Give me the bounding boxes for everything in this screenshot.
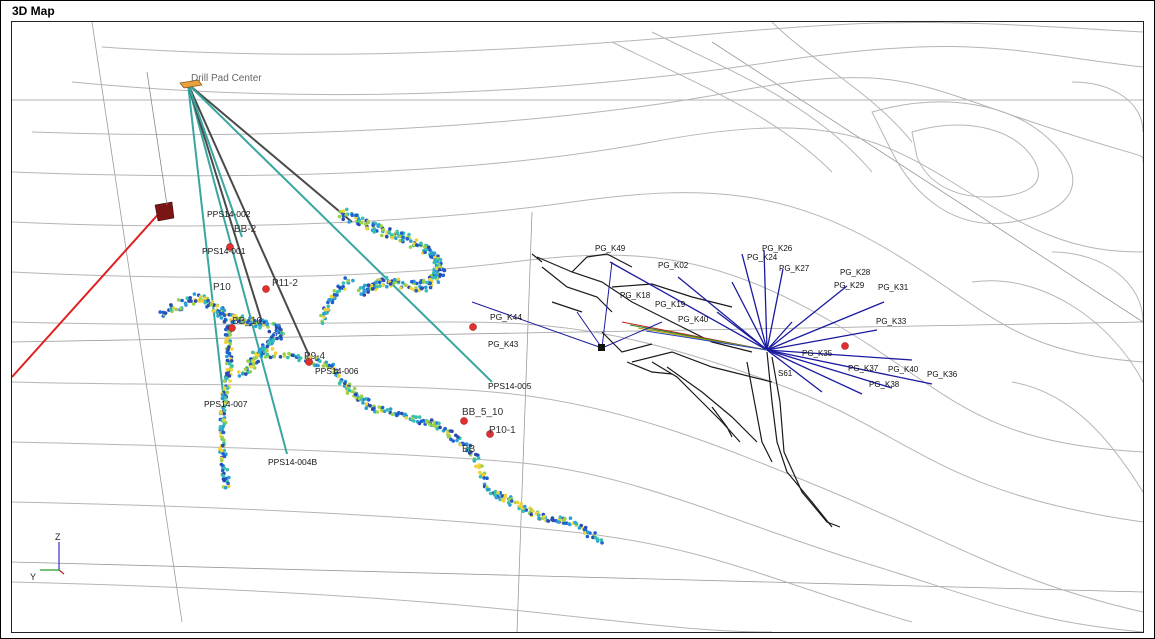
label-bb-5-10: BB_5_10 bbox=[462, 407, 504, 418]
pg-labels: PG_K49 PG_K02 PG_K18 PG_K19 PG_K26 PG_K2… bbox=[488, 244, 958, 389]
label-pg-k18: PG_K18 bbox=[620, 291, 651, 300]
label-bb: BB bbox=[462, 444, 476, 455]
label-pg-k26: PG_K26 bbox=[762, 244, 793, 253]
drill-pad-marker[interactable]: Drill Pad Center bbox=[179, 73, 262, 89]
event-points bbox=[158, 207, 604, 545]
contour-lines bbox=[12, 22, 1143, 632]
label-pg-k40b: PG_K40 bbox=[678, 315, 709, 324]
label-s61: S61 bbox=[778, 369, 793, 378]
label-pps14-004b: PPS14-004B bbox=[268, 457, 317, 467]
label-pps14-002: PPS14-002 bbox=[207, 209, 251, 219]
label-pg-k27: PG_K27 bbox=[779, 264, 810, 273]
label-p10-1: P10-1 bbox=[489, 425, 516, 436]
label-pg-k29: PG_K29 bbox=[834, 281, 865, 290]
label-pg-k19: PG_K19 bbox=[655, 300, 686, 309]
colored-rays bbox=[621, 321, 768, 351]
borehole-labels: PPS14-002 PPS14-001 PPS14-007 PPS14-004B… bbox=[202, 209, 532, 467]
junction-lines bbox=[471, 261, 663, 351]
tunnel-network bbox=[531, 253, 841, 528]
label-pg-k43: PG_K43 bbox=[488, 340, 519, 349]
label-pps14-001: PPS14-001 bbox=[202, 246, 246, 256]
label-pg-k49: PG_K49 bbox=[595, 244, 626, 253]
label-pg-k35: PG_K35 bbox=[802, 349, 833, 358]
label-p11-2: P11-2 bbox=[272, 278, 298, 289]
drill-pad-label: Drill Pad Center bbox=[191, 73, 262, 84]
pg-borehole-fan bbox=[609, 249, 933, 395]
label-pg-k02: PG_K02 bbox=[658, 261, 689, 270]
axis-triad: Z Y bbox=[30, 532, 65, 582]
label-pg-k28: PG_K28 bbox=[840, 268, 871, 277]
grid-lines bbox=[12, 22, 1143, 632]
point-markers bbox=[226, 243, 849, 438]
label-pps14-007: PPS14-007 bbox=[204, 399, 248, 409]
borehole-fan bbox=[187, 83, 493, 455]
label-p9-4: P9-4 bbox=[304, 351, 326, 362]
label-pps14-006: PPS14-006 bbox=[315, 366, 359, 376]
map-canvas[interactable]: Drill Pad Center bbox=[12, 22, 1143, 632]
label-pg-k40: PG_K40 bbox=[888, 365, 919, 374]
label-pg-k24: PG_K24 bbox=[747, 253, 778, 262]
window-title: 3D Map bbox=[12, 4, 55, 18]
label-pg-k37: PG_K37 bbox=[848, 364, 879, 373]
label-p10: P10 bbox=[213, 282, 231, 293]
point-labels: BB-2 P10 P11-2 P9-4 BB_10 BB_5_10 P10-1 … bbox=[213, 224, 516, 455]
title-bar: 3D Map bbox=[1, 1, 1154, 21]
label-pg-k33: PG_K33 bbox=[876, 317, 907, 326]
label-pg-k44: PG_K44 bbox=[490, 312, 522, 322]
axis-y-label: Y bbox=[30, 572, 36, 582]
red-survey-line bbox=[12, 71, 175, 378]
map-viewport[interactable]: Drill Pad Center bbox=[11, 21, 1144, 633]
label-pg-k38: PG_K38 bbox=[869, 380, 900, 389]
label-pg-k31: PG_K31 bbox=[878, 283, 909, 292]
label-bb-10: BB_10 bbox=[232, 316, 262, 327]
axis-z-label: Z bbox=[55, 532, 61, 542]
label-pg-k36: PG_K36 bbox=[927, 370, 958, 379]
label-bb-2: BB-2 bbox=[234, 224, 257, 235]
label-pps14-005: PPS14-005 bbox=[488, 381, 532, 391]
